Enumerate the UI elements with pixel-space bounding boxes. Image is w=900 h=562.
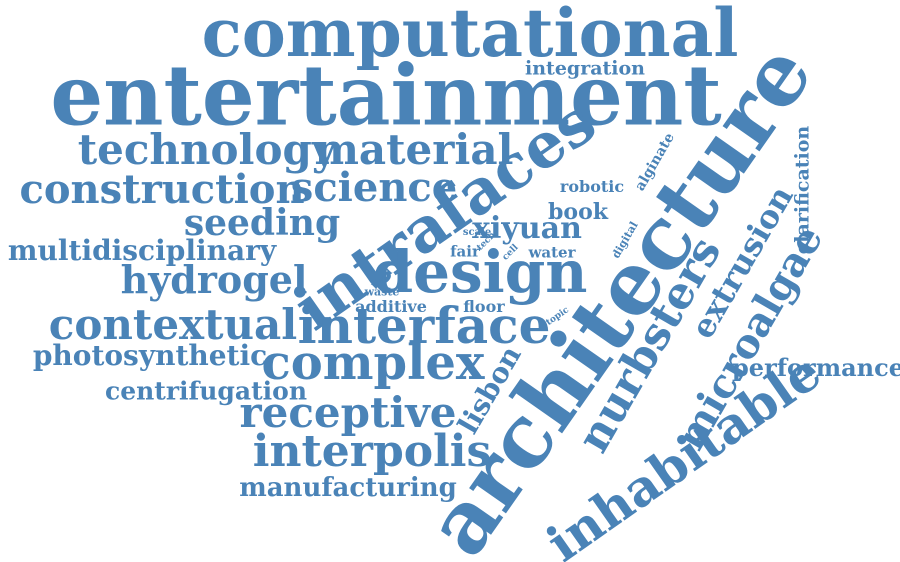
word-computational: computational [201,0,739,72]
word-book: book [548,199,608,225]
word-seeding: seeding [183,202,341,244]
word-scale: scale [462,227,492,238]
word-xiyuan: xiyuan [472,211,582,246]
word-entertainment: entertainment [50,46,722,145]
word-water: water [528,243,576,262]
word-waste: waste [364,285,400,299]
word-construction: construction [19,166,305,213]
word-interpolis: interpolis [252,426,492,477]
word-contextual: contextual [48,300,298,349]
word-multidisciplinary: multidisciplinary [7,234,277,267]
word-receptive: receptive [239,388,457,437]
word-robotic: robotic [559,177,625,196]
word-floor: floor [463,297,505,316]
word-complex: complex [261,335,485,391]
word-material: material [314,125,514,174]
word-integration: integration [525,57,645,80]
word-technology: technology [77,125,337,174]
word-manufacturing: manufacturing [239,473,457,503]
word-design: design [372,238,588,306]
word-additive: additive [355,297,427,316]
word-science: science [290,164,458,211]
word-photosynthetic: photosynthetic [32,339,268,372]
word-centrifugation: centrifugation [104,376,308,406]
word-fair: fair [450,242,480,261]
word-performance: performance [732,353,900,382]
word-hydrogel: hydrogel [120,257,308,302]
word-interface: interface [297,296,551,355]
